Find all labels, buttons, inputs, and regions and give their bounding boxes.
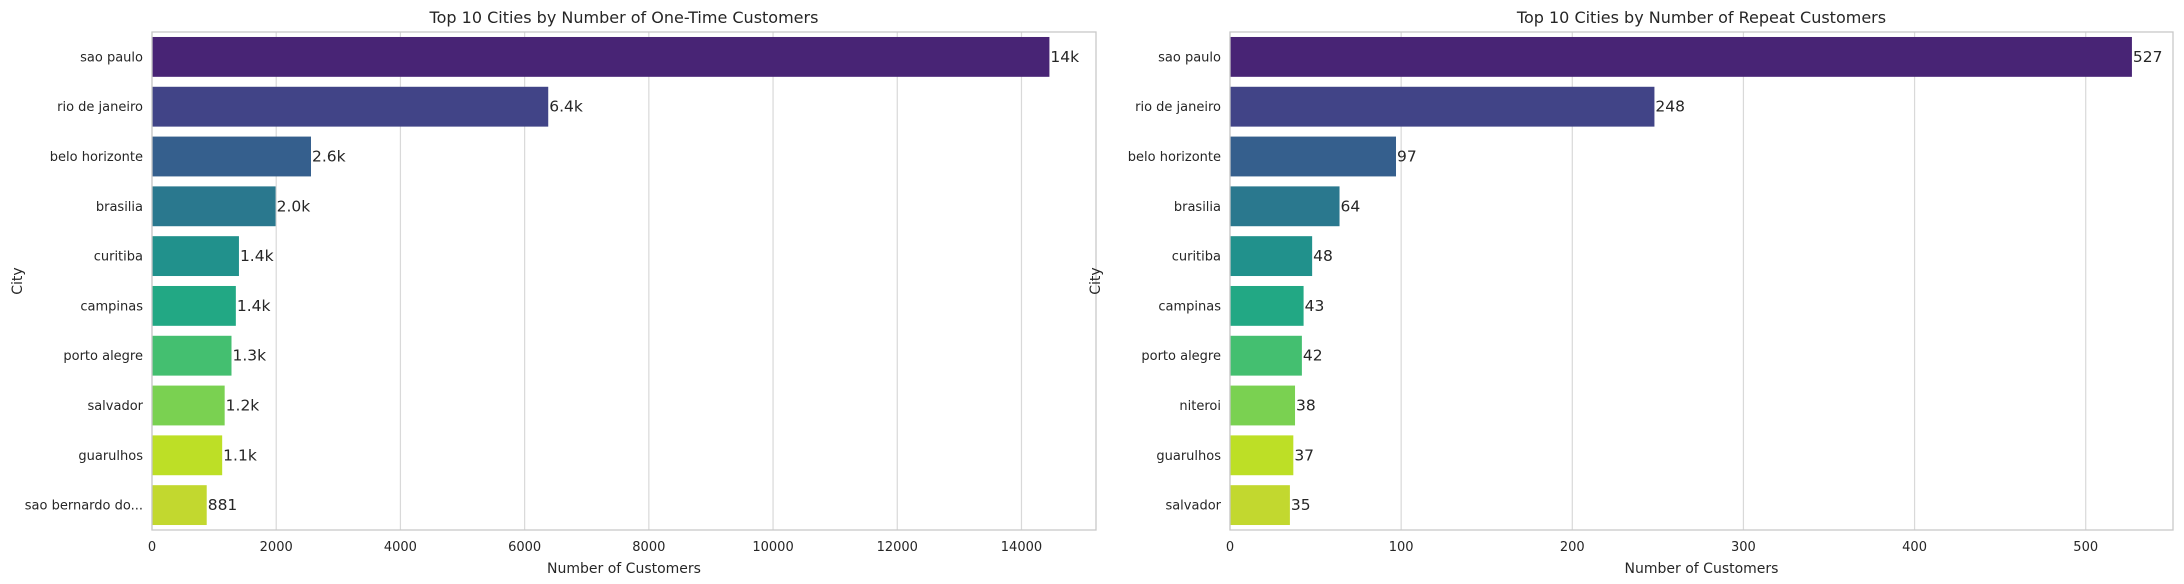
- bar: [152, 335, 232, 376]
- x-tick-label: 0: [148, 540, 156, 555]
- x-tick-label: 500: [2073, 540, 2098, 555]
- bar: [152, 485, 207, 526]
- bar-data-label: 881: [208, 496, 238, 514]
- bar-data-label: 1.3k: [232, 347, 266, 365]
- category-tick-label: sao paulo: [80, 50, 143, 65]
- x-tick-label: 6000: [508, 540, 541, 555]
- bar: [1230, 485, 1290, 526]
- bar-data-label: 48: [1313, 247, 1333, 265]
- x-tick-label: 12000: [877, 540, 918, 555]
- bar-data-label: 1.4k: [240, 247, 274, 265]
- category-tick-label: porto alegre: [63, 349, 143, 364]
- bar-data-label: 97: [1397, 148, 1417, 166]
- bar-data-label: 527: [2133, 48, 2163, 66]
- bar-data-label: 1.1k: [223, 446, 257, 464]
- bar: [1230, 385, 1296, 426]
- bar-data-label: 2.0k: [277, 197, 311, 215]
- x-tick-label: 300: [1731, 540, 1756, 555]
- bar: [1230, 435, 1294, 476]
- axes-frame: [1229, 31, 2174, 531]
- bar: [1230, 236, 1313, 277]
- category-tick-label: belo horizonte: [50, 150, 143, 165]
- x-axis-label: Number of Customers: [547, 561, 701, 577]
- bar: [152, 136, 311, 177]
- bar: [152, 236, 239, 277]
- x-tick-label: 200: [1560, 540, 1585, 555]
- y-axis-label: City: [10, 267, 26, 294]
- bar: [1230, 335, 1302, 376]
- bar: [1230, 186, 1340, 227]
- category-tick-label: sao paulo: [1158, 50, 1221, 65]
- bar-data-label: 35: [1291, 496, 1311, 514]
- category-tick-label: guarulhos: [1156, 449, 1221, 464]
- x-tick-label: 4000: [384, 540, 417, 555]
- x-tick-label: 14000: [1001, 540, 1042, 555]
- category-tick-label: porto alegre: [1141, 349, 1221, 364]
- category-tick-label: brasilia: [1174, 200, 1221, 215]
- x-tick-label: 400: [1902, 540, 1927, 555]
- x-tick-label: 0: [1226, 540, 1234, 555]
- bar: [1230, 86, 1655, 127]
- chart-panel-1: 0 2000 4000 6000 8000 10000 12000 14000 sao paul…: [10, 8, 1097, 577]
- axes-frame: [151, 31, 1097, 531]
- bar: [152, 186, 276, 227]
- category-tick-label: salvador: [1165, 499, 1221, 514]
- y-axis-label: City: [1088, 267, 1104, 294]
- x-axis-label: Number of Customers: [1625, 561, 1779, 577]
- category-tick-label: belo horizonte: [1128, 150, 1221, 165]
- category-tick-label: campinas: [1158, 299, 1221, 314]
- x-tick-label: 10000: [752, 540, 793, 555]
- category-tick-label: sao bernardo do...: [25, 499, 143, 514]
- bar-data-label: 38: [1296, 397, 1316, 415]
- bar-data-label: 1.2k: [226, 397, 260, 415]
- bar-data-label: 6.4k: [549, 98, 583, 116]
- x-tick-label: 8000: [632, 540, 665, 555]
- bar: [152, 86, 549, 127]
- bar-data-label: 37: [1294, 446, 1314, 464]
- category-tick-label: rio de janeiro: [57, 100, 143, 115]
- chart-title: Top 10 Cities by Number of Repeat Custom…: [1516, 8, 1886, 27]
- x-tick-label: 2000: [260, 540, 293, 555]
- category-tick-label: curitiba: [94, 250, 143, 265]
- bar: [152, 385, 225, 426]
- bar: [1230, 285, 1304, 326]
- category-tick-label: salvador: [87, 399, 143, 414]
- category-tick-label: curitiba: [1172, 250, 1221, 265]
- category-tick-label: rio de janeiro: [1135, 100, 1221, 115]
- category-tick-label: brasilia: [96, 200, 143, 215]
- bar: [1230, 136, 1397, 177]
- chart-panel-2: 0 100 200 300 400 500 sao paulo 527 rio de janei…: [1088, 8, 2174, 577]
- bar-data-label: 42: [1303, 347, 1323, 365]
- category-tick-label: niteroi: [1179, 399, 1221, 414]
- bar: [152, 285, 236, 326]
- bar-data-label: 2.6k: [312, 148, 346, 166]
- bar: [1230, 36, 2132, 77]
- chart-title: Top 10 Cities by Number of One-Time Cust…: [429, 8, 819, 27]
- bar: [152, 435, 223, 476]
- bar: [152, 36, 1050, 77]
- bar-data-label: 14k: [1050, 48, 1079, 66]
- bar-data-label: 248: [1655, 98, 1685, 116]
- bar-data-label: 1.4k: [237, 297, 271, 315]
- x-tick-label: 100: [1389, 540, 1414, 555]
- bar-data-label: 43: [1305, 297, 1325, 315]
- category-tick-label: campinas: [80, 299, 143, 314]
- bar-data-label: 64: [1341, 197, 1361, 215]
- category-tick-label: guarulhos: [78, 449, 143, 464]
